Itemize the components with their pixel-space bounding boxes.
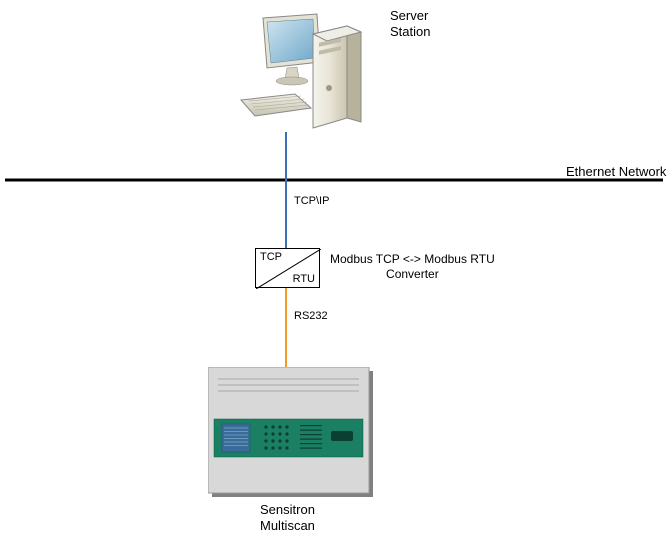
rs232-label: RS232 bbox=[294, 310, 328, 322]
server-label-line1: Server bbox=[390, 8, 428, 23]
converter-top-text: TCP bbox=[260, 251, 282, 263]
sensitron-label-line2: Multiscan bbox=[260, 518, 315, 533]
converter-box: TCP RTU bbox=[255, 248, 320, 288]
server-label-line2: Station bbox=[390, 24, 430, 39]
converter-desc-line2: Converter bbox=[386, 267, 439, 281]
server-station-label: Server Station bbox=[390, 8, 430, 41]
converter-bottom-text: RTU bbox=[293, 273, 315, 285]
tcpip-label: TCP\IP bbox=[294, 195, 329, 207]
converter-desc: Modbus TCP <-> Modbus RTU Converter bbox=[330, 252, 495, 282]
converter-desc-line1: Modbus TCP <-> Modbus RTU bbox=[330, 252, 495, 266]
sensitron-label: Sensitron Multiscan bbox=[260, 502, 315, 535]
ethernet-label: Ethernet Network bbox=[566, 164, 666, 180]
server-station-icon bbox=[235, 12, 370, 137]
sensitron-label-line1: Sensitron bbox=[260, 502, 315, 517]
sensitron-device bbox=[208, 367, 373, 497]
